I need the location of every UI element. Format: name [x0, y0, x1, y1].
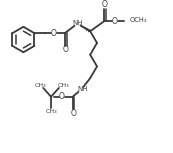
Text: O: O — [51, 29, 57, 38]
Text: CH₃: CH₃ — [34, 82, 46, 88]
Text: O: O — [71, 109, 76, 118]
Text: O: O — [102, 0, 108, 9]
Text: NH: NH — [77, 86, 88, 92]
Text: O: O — [112, 17, 118, 26]
Text: O: O — [63, 45, 69, 54]
Text: O: O — [59, 92, 65, 101]
Text: OCH₃: OCH₃ — [129, 17, 147, 23]
Text: NH: NH — [72, 20, 83, 26]
Text: CH₃: CH₃ — [58, 82, 70, 88]
Text: CH₃: CH₃ — [45, 109, 57, 114]
